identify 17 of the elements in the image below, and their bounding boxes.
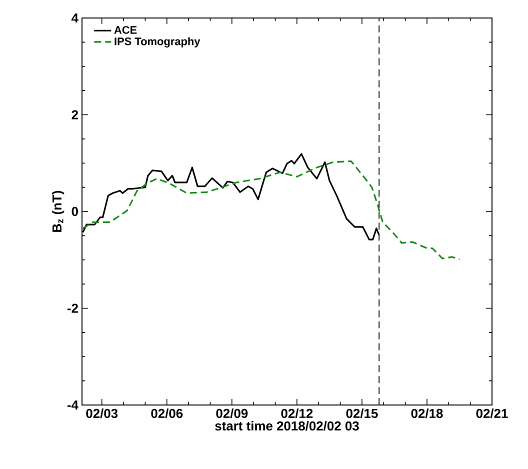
y-tick-label: 4 — [71, 14, 78, 22]
legend-label: IPS Tomography — [114, 37, 200, 48]
x-tick-label: 02/09 — [216, 408, 248, 418]
y-axis-title: B$_{z}$ (nT) — [52, 190, 64, 232]
line-series — [82, 160, 460, 260]
x-tick-label: 02/18 — [411, 408, 443, 418]
x-axis-title: start time 2018/02/02 03 — [215, 421, 359, 431]
y-tick-label: -2 — [67, 304, 78, 313]
legend-label: ACE — [114, 26, 137, 34]
x-tick-label: 02/03 — [86, 408, 118, 418]
x-tick-label: 02/06 — [151, 408, 183, 418]
y-tick-label: -4 — [67, 400, 78, 410]
x-tick-label: 02/15 — [346, 408, 378, 418]
y-tick-label: 0 — [72, 206, 78, 216]
x-tick-label: 02/12 — [281, 408, 313, 418]
x-tick-label: 02/21 — [476, 408, 508, 418]
y-tick-label: 2 — [72, 110, 78, 120]
